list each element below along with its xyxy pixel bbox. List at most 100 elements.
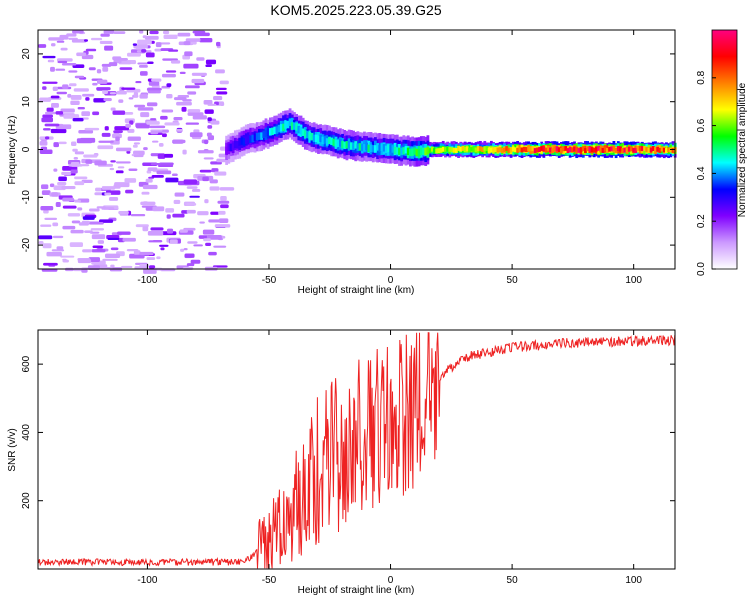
noise-cell bbox=[121, 87, 136, 90]
ridge-cell bbox=[374, 145, 377, 153]
x-tick-label: 50 bbox=[507, 575, 519, 586]
noise-cell bbox=[113, 130, 123, 134]
ridge-cell bbox=[496, 147, 500, 153]
noise-cell bbox=[185, 38, 201, 42]
noise-cell bbox=[82, 93, 95, 97]
ridge-cell bbox=[380, 143, 384, 152]
ridge-cell bbox=[338, 139, 342, 147]
ridge-cell bbox=[656, 146, 660, 152]
ridge-cell bbox=[378, 144, 382, 153]
noise-cell bbox=[146, 121, 160, 125]
ridge-cell bbox=[557, 147, 561, 153]
ridge-cell bbox=[630, 146, 633, 152]
noise-cell bbox=[217, 200, 230, 204]
noise-cell bbox=[70, 141, 77, 146]
ridge-cell bbox=[627, 146, 631, 152]
noise-cell bbox=[83, 154, 98, 158]
ridge-cell bbox=[314, 134, 318, 143]
noise-cell bbox=[77, 107, 85, 110]
noise-cell bbox=[197, 211, 209, 216]
noise-cell bbox=[55, 124, 72, 130]
noise-cell bbox=[150, 227, 164, 231]
colorbar-ticks: 0.0 0.2 0.4 0.6 0.8 bbox=[696, 70, 716, 276]
ridge-cell bbox=[444, 146, 447, 152]
ridge-cell bbox=[535, 147, 539, 153]
noise-cell bbox=[184, 51, 193, 57]
noise-cell bbox=[214, 224, 231, 228]
ridge-cell bbox=[492, 147, 495, 153]
noise-cell bbox=[55, 68, 66, 71]
noise-cell bbox=[44, 217, 58, 220]
noise-cell bbox=[147, 90, 161, 94]
noise-cell bbox=[56, 91, 67, 95]
ridge-cell bbox=[577, 147, 581, 153]
noise-cell bbox=[135, 80, 142, 84]
noise-cell bbox=[183, 63, 199, 69]
noise-cell bbox=[161, 73, 176, 78]
colorbar-tick-label: 0.0 bbox=[696, 262, 707, 276]
ridge-cell bbox=[328, 136, 331, 145]
noise-cell bbox=[150, 130, 159, 135]
noise-cell bbox=[162, 58, 178, 61]
ridge-cell bbox=[358, 143, 362, 151]
noise-cell bbox=[92, 111, 100, 116]
noise-cell bbox=[210, 120, 220, 125]
noise-cell bbox=[66, 33, 77, 37]
noise-cell bbox=[61, 171, 72, 176]
x-tick-label: -50 bbox=[262, 575, 277, 586]
noise-cell bbox=[183, 247, 188, 251]
colorbar-tick-label: 0.4 bbox=[696, 166, 707, 180]
ridge-cell bbox=[452, 147, 456, 153]
ridge-cell bbox=[590, 147, 594, 153]
ridge-cell bbox=[649, 147, 653, 153]
ridge-cell bbox=[356, 143, 360, 151]
noise-cell bbox=[110, 160, 116, 163]
noise-cell bbox=[168, 49, 179, 52]
noise-cell bbox=[205, 242, 212, 247]
ridge-cell bbox=[384, 145, 388, 154]
ridge-cell bbox=[448, 146, 452, 152]
noise-cell bbox=[78, 129, 94, 134]
ridge-cell bbox=[516, 147, 520, 153]
ridge-cell bbox=[459, 146, 463, 152]
ridge-cell bbox=[319, 134, 323, 143]
noise-cell bbox=[143, 268, 157, 274]
ridge-cell bbox=[481, 147, 485, 153]
noise-cell bbox=[183, 41, 191, 46]
noise-cell bbox=[70, 95, 82, 100]
ridge-cell bbox=[616, 146, 620, 151]
ridge-cell bbox=[341, 140, 344, 149]
noise-cell bbox=[49, 59, 55, 63]
noise-cell bbox=[39, 149, 53, 154]
noise-cell bbox=[204, 109, 214, 114]
noise-cell bbox=[182, 266, 194, 270]
noise-cell bbox=[207, 103, 217, 106]
ridge-cell bbox=[476, 146, 480, 152]
noise-cell bbox=[152, 140, 159, 143]
ridge-cell bbox=[295, 123, 299, 131]
noise-cell bbox=[69, 242, 83, 248]
noise-cell bbox=[74, 199, 82, 203]
noise-cell bbox=[174, 192, 185, 197]
noise-cell bbox=[77, 259, 92, 264]
noise-cell bbox=[147, 61, 154, 65]
noise-cell bbox=[191, 78, 205, 84]
ridge-cell bbox=[273, 126, 277, 135]
noise-cell bbox=[149, 125, 166, 129]
noise-cell bbox=[74, 181, 85, 186]
noise-cell bbox=[165, 208, 175, 213]
noise-cell bbox=[132, 144, 138, 148]
ridge-cell bbox=[334, 140, 338, 148]
ridge-cell bbox=[605, 148, 609, 153]
ridge-cell bbox=[505, 145, 509, 151]
noise-cell bbox=[179, 71, 186, 75]
noise-cell bbox=[42, 81, 58, 84]
noise-cell bbox=[96, 87, 111, 91]
noise-cell bbox=[97, 240, 105, 244]
noise-cell bbox=[149, 30, 159, 35]
noise-cell bbox=[218, 210, 226, 215]
noise-cell bbox=[127, 136, 141, 141]
ridge-cell bbox=[669, 147, 673, 153]
noise-cell bbox=[127, 52, 141, 57]
noise-cell bbox=[44, 111, 56, 115]
